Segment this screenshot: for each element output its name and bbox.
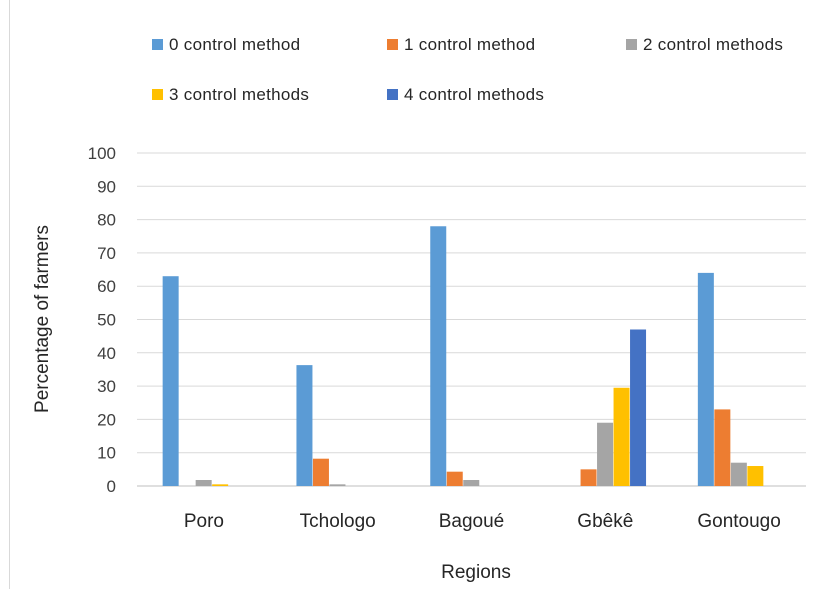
x-axis-categories: Poro Tchologo Bagoué Gbêkê Gontougo xyxy=(184,511,781,532)
gridlines xyxy=(137,152,806,487)
y-tick-label: 90 xyxy=(97,177,116,196)
x-category-label: Bagoué xyxy=(439,511,505,532)
y-tick-label: 100 xyxy=(88,144,116,163)
bar xyxy=(446,471,463,486)
bar xyxy=(597,422,614,486)
x-axis-title: Regions xyxy=(441,562,511,583)
bar xyxy=(296,365,313,486)
y-axis-ticks: 0 10 20 30 40 50 60 70 80 90 100 xyxy=(88,144,116,496)
bar xyxy=(730,462,747,486)
x-category-label: Poro xyxy=(184,511,224,532)
bar xyxy=(195,480,212,486)
bar xyxy=(580,469,597,486)
x-category-label: Gbêkê xyxy=(577,511,633,532)
bar xyxy=(312,458,329,486)
legend-label: 1 control method xyxy=(404,35,535,54)
bar xyxy=(747,466,764,486)
y-tick-label: 60 xyxy=(97,277,116,296)
bar xyxy=(714,409,731,486)
legend-label: 2 control methods xyxy=(643,35,783,54)
bar xyxy=(162,276,179,486)
x-category-label: Tchologo xyxy=(300,511,376,532)
bar xyxy=(329,484,346,486)
y-tick-label: 40 xyxy=(97,344,116,363)
legend-swatch xyxy=(387,89,398,100)
bar xyxy=(212,484,229,486)
legend-label: 3 control methods xyxy=(169,85,309,104)
chart-legend: 0 control method 1 control method 2 contro… xyxy=(152,35,783,104)
legend-swatch xyxy=(152,89,163,100)
bar-marks xyxy=(162,226,764,486)
bar xyxy=(697,272,714,486)
y-axis-title: Percentage of farmers xyxy=(32,225,53,413)
y-tick-label: 70 xyxy=(97,244,116,263)
x-category-label: Gontougo xyxy=(697,511,780,532)
legend-swatch xyxy=(626,39,637,50)
legend-swatch xyxy=(387,39,398,50)
y-tick-label: 80 xyxy=(97,211,116,230)
bar xyxy=(430,226,447,486)
y-tick-label: 0 xyxy=(107,477,116,496)
bar xyxy=(630,329,647,486)
legend-swatch xyxy=(152,39,163,50)
bar xyxy=(463,480,480,486)
y-tick-label: 50 xyxy=(97,311,116,330)
legend-label: 0 control method xyxy=(169,35,300,54)
bar xyxy=(613,387,630,486)
legend-label: 4 control methods xyxy=(404,85,544,104)
left-border-line xyxy=(9,0,10,589)
y-tick-label: 20 xyxy=(97,410,116,429)
y-tick-label: 10 xyxy=(97,444,116,463)
y-tick-label: 30 xyxy=(97,377,116,396)
